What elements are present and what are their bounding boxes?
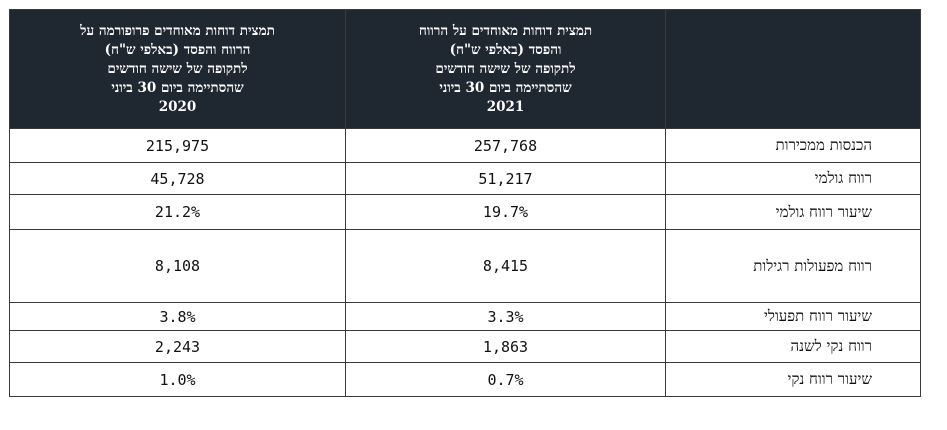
- row-label: שיעור רווח גולמי: [665, 194, 921, 230]
- header-2021-line: שהסתיימה ביום 30 ביוני: [439, 79, 572, 96]
- row-label: רווח גולמי: [665, 162, 921, 195]
- header-2021-line: תמצית דוחות מאוחדים על הרווח: [418, 22, 593, 39]
- value-2020: 45,728: [9, 162, 346, 195]
- value-2021: 19.7%: [345, 194, 666, 230]
- row-label: רווח נקי לשנה: [665, 330, 921, 363]
- row-label: רווח מפעולות רגילות: [665, 229, 921, 303]
- header-2020-line: הרווח והפסד (באלפי ש"ח): [104, 41, 251, 58]
- header-2020-year: 2020: [158, 98, 197, 115]
- value-2020: 215,975: [9, 128, 346, 163]
- value-2021: 8,415: [345, 229, 666, 303]
- value-2021: 51,217: [345, 162, 666, 195]
- header-row: תמצית דוחות מאוחדים פרופורמה על הרווח וה…: [9, 9, 921, 129]
- table-row: 2,243 1,863 רווח נקי לשנה: [9, 330, 921, 363]
- value-2020: 21.2%: [9, 194, 346, 230]
- table-row: 3.8% 3.3% שיעור רווח תפעולי: [9, 302, 921, 331]
- value-2020: 2,243: [9, 330, 346, 363]
- header-2020: תמצית דוחות מאוחדים פרופורמה על הרווח וה…: [9, 9, 346, 129]
- value-2021: 3.3%: [345, 302, 666, 331]
- table-row: 1.0% 0.7% שיעור רווח נקי: [9, 362, 921, 397]
- table-row: 21.2% 19.7% שיעור רווח גולמי: [9, 194, 921, 230]
- financial-summary-table: תמצית דוחות מאוחדים פרופורמה על הרווח וה…: [9, 9, 921, 397]
- row-label: הכנסות ממכירות: [665, 128, 921, 163]
- header-2021-year: 2021: [486, 98, 525, 115]
- value-2020: 1.0%: [9, 362, 346, 397]
- table-row: 8,108 8,415 רווח מפעולות רגילות: [9, 229, 921, 303]
- table-row: 215,975 257,768 הכנסות ממכירות: [9, 128, 921, 163]
- row-label: שיעור רווח נקי: [665, 362, 921, 397]
- header-2020-line: תמצית דוחות מאוחדים פרופורמה על: [80, 22, 275, 39]
- value-2021: 1,863: [345, 330, 666, 363]
- value-2020: 3.8%: [9, 302, 346, 331]
- header-2021: תמצית דוחות מאוחדים על הרווח והפסד (באלפ…: [345, 9, 666, 129]
- value-2021: 0.7%: [345, 362, 666, 397]
- row-label: שיעור רווח תפעולי: [665, 302, 921, 331]
- header-label-column: [665, 9, 921, 129]
- header-2021-line: לתקופה של שישה חודשים: [435, 60, 576, 77]
- header-2020-line: שהסתיימה ביום 30 ביוני: [111, 79, 244, 96]
- header-2020-line: לתקופה של שישה חודשים: [107, 60, 248, 77]
- value-2021: 257,768: [345, 128, 666, 163]
- table-row: 45,728 51,217 רווח גולמי: [9, 162, 921, 195]
- value-2020: 8,108: [9, 229, 346, 303]
- header-2021-line: והפסד (באלפי ש"ח): [449, 41, 562, 58]
